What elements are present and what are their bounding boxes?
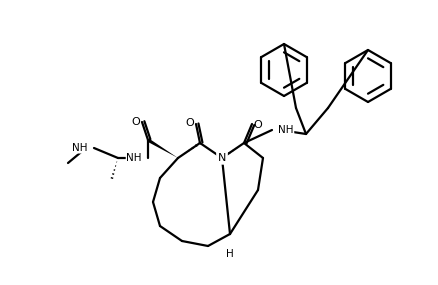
Text: O: O <box>131 117 140 127</box>
Text: O: O <box>185 118 194 128</box>
Text: H: H <box>226 249 233 259</box>
Text: O: O <box>253 120 262 130</box>
Text: NH: NH <box>278 125 293 135</box>
Text: N: N <box>217 153 226 163</box>
Polygon shape <box>147 139 177 158</box>
Text: NH: NH <box>126 153 141 163</box>
Text: NH: NH <box>72 143 88 153</box>
